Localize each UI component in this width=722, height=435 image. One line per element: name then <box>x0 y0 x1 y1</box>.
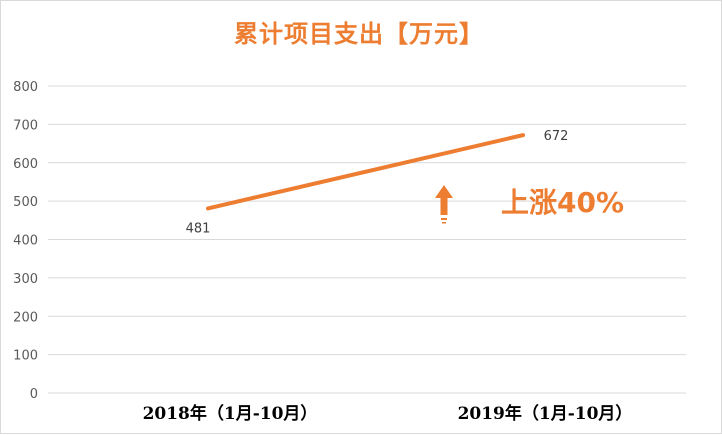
y-tick-label: 100 <box>13 349 38 364</box>
y-tick-label: 400 <box>13 234 38 249</box>
y-tick-label: 700 <box>13 118 38 133</box>
y-tick-label: 800 <box>13 80 38 95</box>
increase-annotation: 上涨40% <box>501 186 624 219</box>
y-axis-tick-labels: 0 100 200 300 400 500 600 700 800 <box>13 80 38 402</box>
up-arrow-icon <box>435 185 453 224</box>
y-tick-label: 500 <box>13 195 38 210</box>
y-tick-label: 0 <box>30 387 38 402</box>
x-axis-category-labels: 2018年（1月-10月） 2019年（1月-10月） <box>143 403 633 424</box>
y-tick-label: 200 <box>13 310 38 325</box>
series-line <box>206 133 525 211</box>
gridlines <box>48 85 686 394</box>
chart-title: 累计项目支出【万元】 <box>234 20 484 48</box>
data-label: 672 <box>544 129 569 144</box>
y-tick-label: 300 <box>13 272 38 287</box>
y-tick-label: 600 <box>13 157 38 172</box>
x-category-label: 2018年（1月-10月） <box>143 403 318 424</box>
data-labels: 481 672 <box>186 129 569 236</box>
series-line-group <box>206 133 525 211</box>
data-label: 481 <box>186 221 211 236</box>
x-category-label: 2019年（1月-10月） <box>458 403 633 424</box>
